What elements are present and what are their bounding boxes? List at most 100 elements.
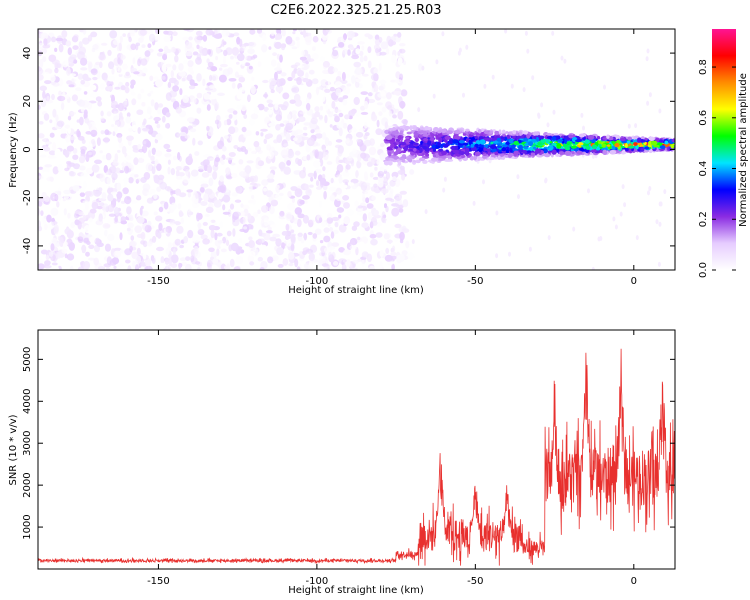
heatmap-cell	[113, 206, 120, 216]
heatmap-cell	[342, 179, 350, 184]
heatmap-cell	[49, 176, 54, 182]
heatmap-cell	[155, 215, 163, 222]
heatmap-cell	[91, 164, 100, 173]
heatmap-cell	[626, 140, 631, 144]
heatmap-cell	[153, 116, 161, 122]
heatmap-cell	[473, 155, 477, 161]
heatmap-cell	[394, 223, 402, 229]
heatmap-cell	[107, 204, 115, 213]
heatmap-cell	[327, 223, 331, 227]
heatmap-cell	[379, 51, 387, 56]
heatmap-cell	[84, 191, 92, 197]
heatmap-cell	[102, 223, 111, 229]
heatmap-cell	[240, 47, 244, 54]
heatmap-cell	[317, 260, 323, 267]
heatmap-cell	[276, 78, 281, 88]
heatmap-cell	[100, 117, 105, 122]
heatmap-cell	[229, 135, 235, 142]
heatmap-cell	[132, 145, 139, 150]
heatmap-cell	[576, 150, 583, 155]
heatmap-cell	[431, 157, 438, 162]
heatmap-cell	[397, 32, 402, 38]
heatmap-cell	[82, 214, 87, 221]
heatmap-cell	[42, 90, 46, 100]
heatmap-cell	[297, 116, 306, 122]
heatmap-cell	[359, 50, 364, 57]
heatmap-cell	[391, 207, 400, 217]
heatmap-cell	[228, 152, 236, 157]
heatmap-cell	[106, 256, 112, 266]
heatmap-cell	[87, 230, 94, 234]
heatmap-cell	[68, 84, 75, 88]
heatmap-cell	[453, 135, 461, 140]
heatmap-cell	[491, 135, 495, 138]
heatmap-cell	[42, 215, 47, 225]
heatmap-cell	[644, 146, 650, 150]
heatmap-cell	[513, 140, 519, 146]
heatmap-cell	[281, 231, 288, 236]
heatmap-cell	[397, 57, 403, 66]
heatmap-cell	[187, 192, 192, 198]
heatmap-cell	[332, 67, 338, 73]
heatmap-cell	[83, 80, 91, 88]
heatmap-cell	[242, 204, 250, 210]
heatmap-cell	[342, 49, 349, 55]
heatmap-cell	[116, 182, 122, 191]
heatmap-cell	[113, 247, 122, 252]
heatmap-cell	[235, 255, 244, 265]
heatmap-cell	[156, 186, 162, 192]
heatmap-cell	[280, 105, 288, 111]
heatmap-cell	[112, 113, 120, 122]
heatmap-cell	[104, 229, 108, 237]
heatmap-cell	[71, 94, 78, 102]
heatmap-cell	[310, 117, 318, 125]
heatmap-cell	[67, 115, 72, 121]
heatmap-cell	[658, 108, 662, 114]
heatmap-cell	[113, 124, 118, 133]
heatmap-cell	[85, 153, 90, 163]
heatmap-cell	[380, 41, 389, 50]
heatmap-cell	[343, 216, 351, 225]
heatmap-cell	[489, 144, 496, 150]
heatmap-cell	[248, 236, 253, 241]
heatmap-cell	[216, 232, 223, 237]
heatmap-cell	[329, 107, 334, 112]
heatmap-cell	[319, 56, 325, 62]
heatmap-cell	[263, 232, 271, 241]
heatmap-cell	[338, 214, 342, 219]
heatmap-cell	[210, 219, 216, 223]
heatmap-cell	[475, 140, 481, 145]
heatmap-cell	[116, 191, 123, 199]
heatmap-cell	[324, 88, 331, 93]
heatmap-cell	[432, 148, 437, 152]
heatmap-cell	[265, 190, 274, 198]
heatmap-cell	[562, 143, 568, 148]
heatmap-cell	[49, 132, 55, 138]
heatmap-cell	[231, 47, 240, 56]
heatmap-cell	[95, 61, 101, 66]
heatmap-cell	[362, 213, 367, 222]
heatmap-cell	[221, 248, 227, 253]
heatmap-cell	[419, 127, 425, 130]
heatmap-cell	[272, 52, 277, 56]
heatmap-plot-area	[38, 29, 675, 270]
heatmap-cell	[121, 145, 127, 155]
heatmap-cell	[229, 203, 235, 210]
heatmap-cell	[422, 142, 427, 147]
heatmap-cell	[144, 50, 151, 57]
heatmap-cell	[172, 31, 178, 36]
snr-y-label: SNR (10 * v/v)	[8, 414, 19, 485]
heatmap-cell	[435, 134, 440, 140]
heatmap-cell	[489, 130, 494, 134]
heatmap-cell	[472, 200, 476, 206]
heatmap-cell	[355, 131, 364, 138]
heatmap-cell	[302, 250, 307, 255]
heatmap-cell	[78, 41, 83, 48]
heatmap-cell	[322, 69, 329, 75]
heatmap-cell	[214, 119, 220, 125]
heatmap-cell	[397, 127, 401, 130]
heatmap-cell	[386, 47, 390, 55]
heatmap-cell	[180, 217, 184, 224]
heatmap-cell	[232, 110, 238, 115]
heatmap-cell	[167, 242, 172, 249]
